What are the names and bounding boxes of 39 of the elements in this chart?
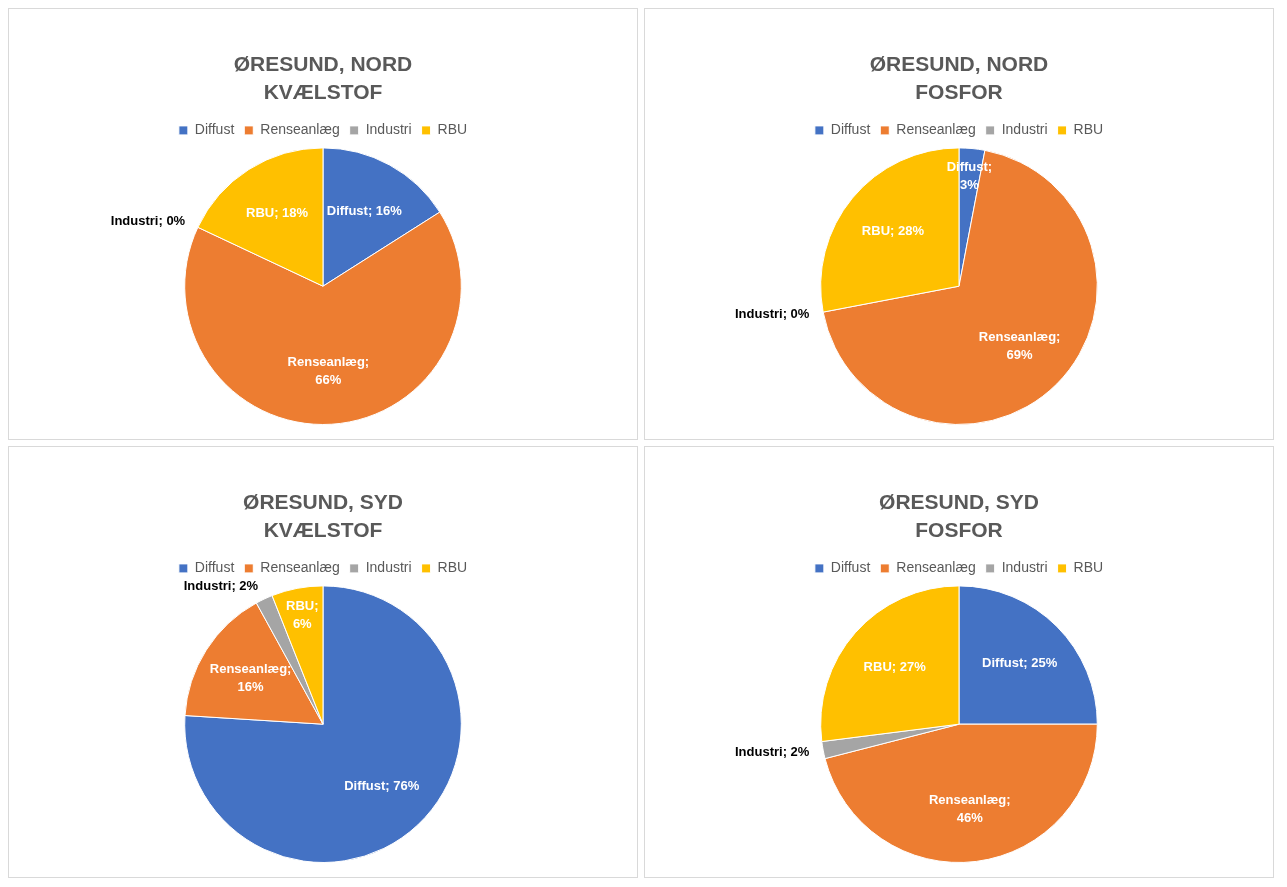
legend-label: Renseanlæg	[260, 121, 340, 138]
legend-label: Diffust	[194, 121, 235, 138]
data-label: Renseanlæg; 46%	[928, 791, 1011, 825]
legend-label: Renseanlæg	[260, 559, 340, 576]
data-label: Renseanlæg; 16%	[209, 660, 292, 694]
legend-label: RBU	[1073, 121, 1104, 138]
legend-label: Industri	[1001, 559, 1048, 576]
legend-label: RBU	[1073, 559, 1104, 576]
legend-label: Diffust	[830, 559, 871, 576]
data-label: Industri; 2%	[183, 577, 259, 593]
legend-label: Industri	[1001, 121, 1048, 138]
legend-label: RBU	[437, 121, 468, 138]
data-label: Diffust; 25%	[982, 655, 1058, 671]
legend-label: Industri	[365, 121, 412, 138]
data-label: RBU; 6%	[286, 598, 319, 632]
data-label: Diffust; 76%	[344, 778, 420, 794]
data-label: Diffust; 16%	[326, 202, 403, 218]
chart-subtitle: KVÆLSTOF	[263, 79, 383, 103]
chart-subtitle: FOSFOR	[915, 79, 1003, 103]
chart-title: ØRESUND, SYD	[243, 490, 403, 514]
chart-title: ØRESUND, SYD	[879, 490, 1039, 514]
legend-label: Renseanlæg	[896, 559, 976, 576]
legend-label: Industri	[365, 559, 412, 576]
data-label: RBU; 18%	[245, 205, 309, 221]
data-label: Renseanlæg; 69%	[978, 329, 1061, 363]
legend-label: Diffust	[194, 559, 235, 576]
data-label: RBU; 27%	[863, 659, 927, 675]
chart-title: ØRESUND, NORD	[233, 52, 413, 76]
chart-subtitle: FOSFOR	[915, 517, 1003, 541]
data-label: RBU; 28%	[861, 223, 925, 239]
data-label: Industri; 2%	[734, 744, 810, 760]
text: Industri; 0%	[110, 212, 186, 228]
legend-label: RBU	[437, 559, 468, 576]
legend-label: Diffust	[830, 121, 871, 138]
chart-subtitle: KVÆLSTOF	[263, 517, 383, 541]
chart-title: ØRESUND, NORD	[869, 52, 1049, 76]
text: Industri; 0%	[734, 306, 810, 322]
legend-label: Renseanlæg	[896, 121, 976, 138]
data-label: Renseanlæg; 66%	[287, 354, 370, 388]
